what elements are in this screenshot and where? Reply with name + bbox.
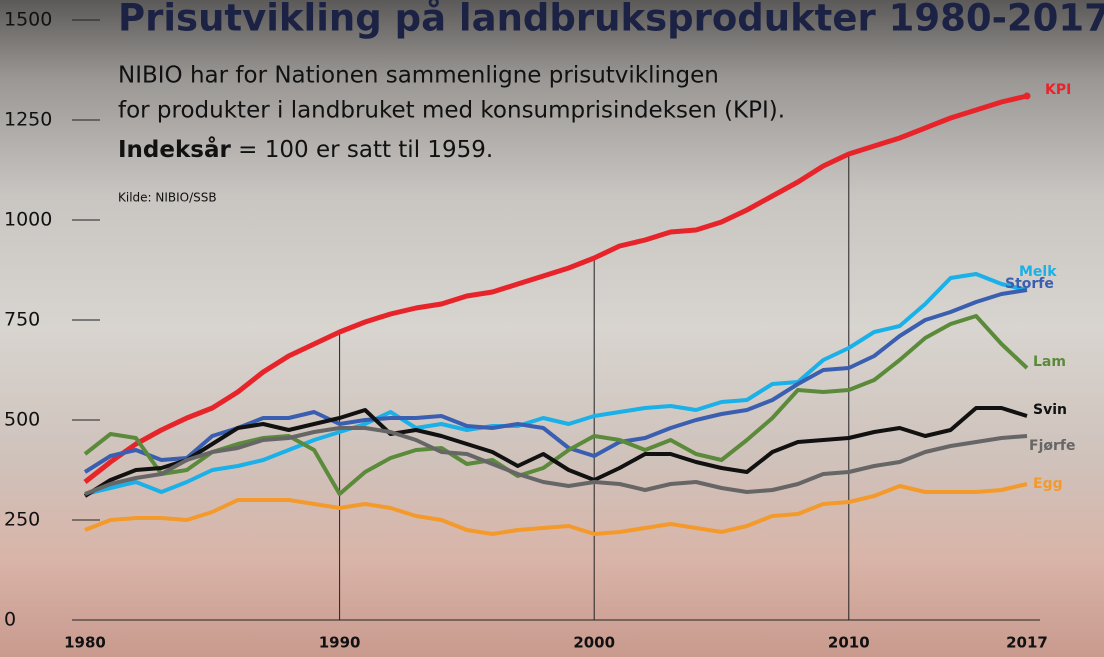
chart-container: Prisutvikling på landbruksprodukter 1980… bbox=[0, 0, 1104, 657]
y-tick-label: 250 bbox=[4, 509, 40, 531]
end-dot bbox=[1024, 93, 1031, 100]
y-tick-label: 750 bbox=[4, 309, 40, 331]
subtitle: NIBIO har for Nationen sammenligne prisu… bbox=[118, 63, 719, 89]
x-tick-label: 1990 bbox=[319, 634, 361, 652]
subtitle: for produkter i landbruket med konsumpri… bbox=[118, 98, 785, 124]
note: Indeksår = 100 er satt til 1959. bbox=[118, 136, 493, 163]
chart: Prisutvikling på landbruksprodukter 1980… bbox=[0, 0, 1104, 657]
x-tick-label: 2000 bbox=[573, 634, 615, 652]
note-bold: Indeksår bbox=[118, 136, 232, 163]
legend-label: KPI bbox=[1045, 82, 1071, 98]
legend-label: Fjørfe bbox=[1029, 438, 1075, 454]
legend-label: Lam bbox=[1033, 354, 1066, 370]
series-line bbox=[85, 290, 1027, 472]
x-tick-label: 1980 bbox=[64, 634, 106, 652]
x-tick-label: 2010 bbox=[828, 634, 870, 652]
x-tick-label: 2017 bbox=[1006, 634, 1048, 652]
y-tick-label: 500 bbox=[4, 409, 40, 431]
y-tick-label: 1000 bbox=[4, 209, 52, 231]
y-tick-label: 1500 bbox=[4, 9, 52, 31]
note-text: = 100 er satt til 1959. bbox=[238, 137, 493, 163]
legend-label: Storfe bbox=[1005, 276, 1054, 292]
series-line bbox=[85, 484, 1027, 534]
legend-label: Svin bbox=[1033, 402, 1067, 418]
chart-title: Prisutvikling på landbruksprodukter 1980… bbox=[118, 0, 1104, 40]
y-tick-label: 1250 bbox=[4, 109, 52, 131]
legend-label: Egg bbox=[1033, 476, 1063, 492]
source: Kilde: NIBIO/SSB bbox=[118, 191, 217, 205]
y-tick-label: 0 bbox=[4, 609, 16, 631]
